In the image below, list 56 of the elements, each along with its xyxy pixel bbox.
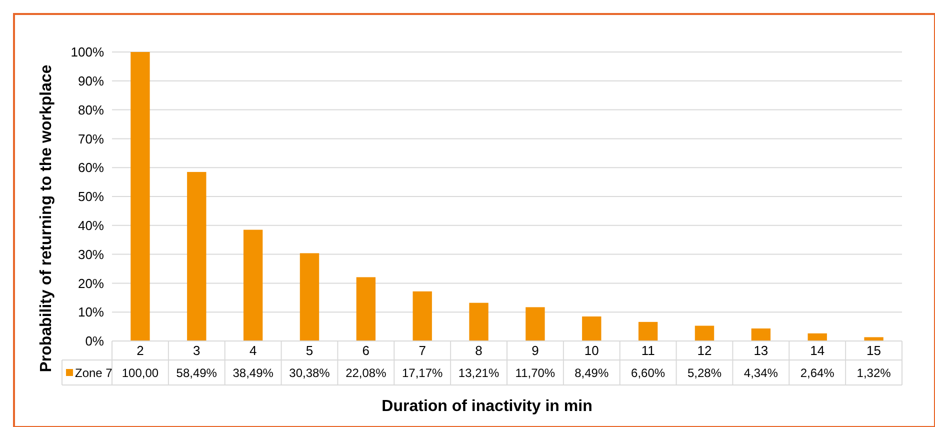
bar <box>808 333 827 341</box>
x-tick-label: 7 <box>418 343 426 358</box>
y-tick-label: 60% <box>78 160 104 176</box>
y-axis-title: Probability of returning to the workplace <box>38 64 55 372</box>
x-tick-label: 9 <box>532 343 539 358</box>
data-label: 13,21% <box>458 366 500 380</box>
y-tick-label: 70% <box>78 131 104 146</box>
bar <box>243 230 263 341</box>
y-tick-label: 30% <box>78 246 104 262</box>
bar <box>694 326 714 341</box>
data-label: 1,32% <box>856 366 892 380</box>
x-tick-label: 6 <box>362 343 370 358</box>
y-tick-label: 80% <box>78 102 104 118</box>
x-tick-label: 10 <box>584 343 599 358</box>
data-label: 8,49% <box>574 366 609 380</box>
bar <box>751 328 771 341</box>
y-tick-label: 0% <box>85 334 104 349</box>
y-tick-label: 50% <box>78 189 104 204</box>
data-label: 4,34% <box>744 366 778 380</box>
bar <box>638 322 658 341</box>
bar <box>526 307 545 341</box>
x-tick-label: 15 <box>866 343 882 358</box>
bar <box>300 253 320 341</box>
y-tick-label: 10% <box>78 304 104 320</box>
data-label: 38,49% <box>232 366 274 380</box>
data-label: 17,17% <box>402 366 444 380</box>
x-axis-title: Duration of inactivity in min <box>382 398 592 415</box>
x-tick-label: 12 <box>697 343 712 358</box>
y-tick-label: 90% <box>78 73 104 88</box>
x-tick-label: 4 <box>249 343 257 358</box>
y-tick-label: 40% <box>78 218 104 233</box>
x-tick-label: 14 <box>810 343 825 358</box>
bar <box>187 172 206 341</box>
bar <box>412 291 432 341</box>
x-tick-label: 2 <box>136 343 144 358</box>
bar <box>864 337 884 341</box>
data-label: 6,60% <box>631 366 666 380</box>
data-label: 58,49% <box>176 366 218 380</box>
bar <box>356 277 376 341</box>
bar <box>469 302 488 341</box>
legend-label: Zone 7 <box>75 366 113 380</box>
bar <box>130 52 150 341</box>
x-tick-label: 11 <box>641 343 655 358</box>
data-label: 22,08% <box>346 366 387 380</box>
x-tick-label: 8 <box>475 343 482 358</box>
bar <box>582 316 602 341</box>
x-tick-label: 5 <box>306 343 314 358</box>
x-tick-label: 3 <box>193 343 200 358</box>
y-tick-label: 20% <box>78 276 104 291</box>
data-label: 11,70% <box>515 366 556 380</box>
data-label: 2,64% <box>800 366 835 380</box>
y-tick-label: 100% <box>70 44 104 60</box>
data-label: 30,38% <box>289 366 330 380</box>
data-label: 5,28% <box>687 366 722 380</box>
x-tick-label: 13 <box>754 343 768 358</box>
data-label: 100,00 <box>122 366 159 380</box>
